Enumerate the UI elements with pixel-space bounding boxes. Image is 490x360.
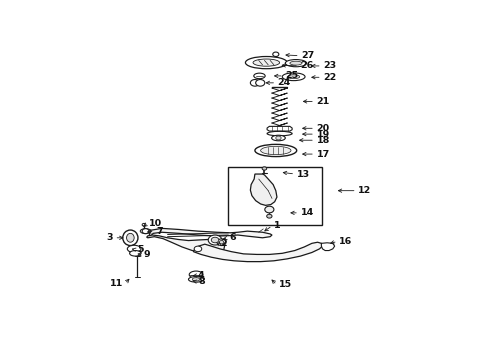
Text: 8: 8 [198, 277, 205, 286]
Polygon shape [149, 228, 272, 238]
Circle shape [267, 214, 272, 218]
Text: 7: 7 [156, 227, 163, 236]
Circle shape [194, 246, 202, 252]
Text: 24: 24 [278, 78, 291, 87]
Ellipse shape [123, 230, 138, 246]
Ellipse shape [192, 278, 200, 281]
Circle shape [276, 136, 281, 140]
Text: 18: 18 [317, 136, 330, 145]
Polygon shape [250, 174, 277, 205]
Ellipse shape [285, 59, 307, 67]
Bar [227, 167, 322, 225]
Text: 13: 13 [297, 170, 310, 179]
Circle shape [211, 237, 219, 243]
Ellipse shape [261, 146, 291, 155]
Ellipse shape [140, 229, 151, 234]
Text: 2: 2 [220, 239, 227, 248]
Ellipse shape [282, 73, 305, 81]
Ellipse shape [254, 73, 265, 79]
Text: 11: 11 [110, 279, 123, 288]
Circle shape [142, 229, 149, 234]
Text: 22: 22 [323, 73, 337, 82]
Text: 23: 23 [323, 62, 337, 71]
Ellipse shape [255, 144, 297, 157]
Text: 12: 12 [358, 186, 371, 195]
Polygon shape [147, 235, 224, 253]
Circle shape [256, 80, 265, 86]
Circle shape [273, 52, 279, 57]
Text: 14: 14 [300, 208, 314, 217]
Ellipse shape [189, 271, 203, 278]
Polygon shape [194, 242, 322, 262]
Ellipse shape [245, 57, 287, 69]
Text: 17: 17 [317, 150, 330, 158]
Text: 21: 21 [317, 97, 330, 106]
Text: 19: 19 [317, 130, 330, 139]
Ellipse shape [267, 131, 292, 136]
Circle shape [219, 240, 224, 244]
Circle shape [208, 235, 222, 245]
Text: 10: 10 [148, 220, 162, 229]
Ellipse shape [290, 61, 302, 65]
Text: 6: 6 [230, 233, 237, 242]
Circle shape [265, 206, 274, 213]
Ellipse shape [271, 135, 285, 141]
Circle shape [142, 223, 146, 226]
Polygon shape [267, 126, 292, 131]
Polygon shape [321, 243, 335, 251]
Text: 27: 27 [301, 51, 315, 60]
Circle shape [250, 80, 260, 86]
Text: 26: 26 [300, 62, 314, 71]
Text: 5: 5 [137, 245, 144, 254]
Ellipse shape [253, 59, 280, 66]
Text: 3: 3 [106, 233, 113, 242]
Ellipse shape [127, 245, 141, 252]
Text: 25: 25 [285, 71, 298, 80]
Circle shape [217, 239, 226, 246]
Circle shape [262, 167, 267, 170]
Ellipse shape [129, 251, 141, 256]
Text: 15: 15 [278, 280, 292, 289]
Text: 20: 20 [317, 124, 330, 133]
Text: 4: 4 [198, 271, 205, 280]
Text: 9: 9 [144, 250, 150, 259]
Ellipse shape [288, 75, 300, 79]
Ellipse shape [126, 233, 134, 242]
Ellipse shape [189, 276, 204, 282]
Text: 1: 1 [274, 221, 281, 230]
Text: 16: 16 [339, 237, 352, 246]
